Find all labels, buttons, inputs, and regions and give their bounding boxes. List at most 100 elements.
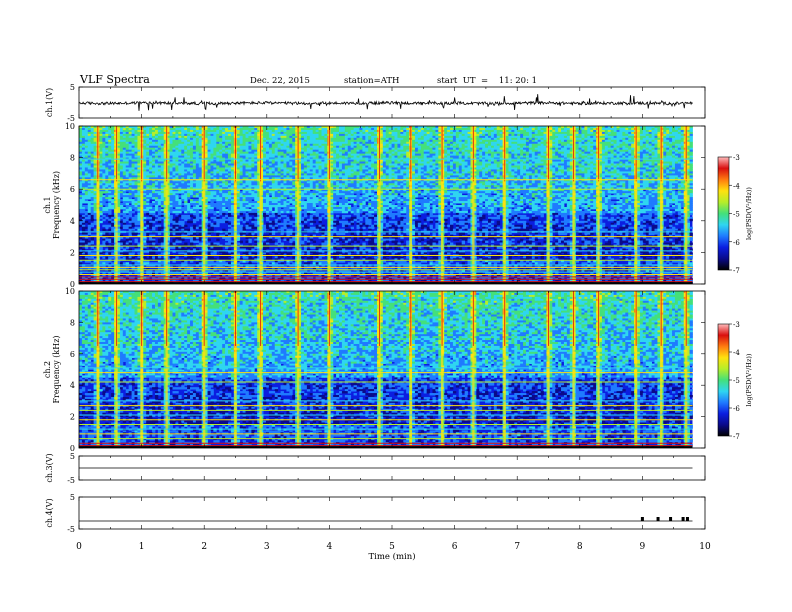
spectrogram-cell (90, 131, 95, 135)
spectrogram-cell (534, 133, 539, 137)
spectrogram-cell (172, 126, 176, 129)
spectrogram-cell (575, 137, 579, 141)
spectrogram-cell (543, 145, 547, 149)
spectrogram-cell (362, 135, 366, 139)
spectrogram-cell (222, 147, 226, 151)
spectrogram-cell (154, 127, 159, 131)
spectrogram-cell (537, 147, 541, 151)
spectrogram-cell (309, 145, 314, 149)
spectrogram-cell (561, 145, 565, 149)
spectrogram-cell (321, 131, 325, 135)
spectrogram-cell (93, 143, 97, 147)
spectrogram-cell (84, 137, 89, 141)
spectrogram-cell (686, 127, 690, 131)
spectrogram-cell (251, 145, 255, 149)
spectrogram-cell (657, 137, 661, 141)
spectrogram-cell (289, 141, 293, 145)
spectrogram-cell (172, 139, 176, 143)
spectrogram-cell (490, 126, 495, 129)
spectrogram-cell (353, 129, 357, 133)
spectrogram-cell (435, 129, 439, 133)
spectrogram-cell (79, 141, 83, 145)
spectrogram-cell (111, 143, 115, 147)
spectrogram-cell (394, 137, 398, 141)
spectrogram-cell (499, 135, 503, 139)
spectrogram-cell (368, 145, 372, 149)
spectrogram-cell (540, 129, 544, 133)
spectrogram-cell (485, 133, 489, 137)
spectrogram-cell (230, 147, 235, 151)
spectrogram-cell (575, 131, 579, 135)
spectrogram-cell (111, 127, 115, 131)
spectrogram-cell (350, 126, 354, 129)
spectrogram-cell (84, 126, 89, 129)
spectrogram-cell (227, 126, 232, 129)
spectrogram-cell (303, 127, 308, 131)
spectrogram-cell (99, 137, 103, 141)
spectrogram-cell (689, 133, 693, 137)
spectrogram-cell (137, 147, 141, 151)
spectrogram-cell (584, 135, 588, 139)
spectrogram-cell (677, 147, 682, 151)
spectrogram-cell (146, 137, 150, 141)
spectrogram-cell (423, 131, 428, 135)
spectrogram-cell (344, 137, 349, 141)
spectrogram-cell (537, 133, 541, 137)
spectrogram-cell (268, 149, 273, 153)
spectrogram-cell (561, 143, 565, 147)
spectrogram-cell (263, 129, 267, 133)
spectrogram-cell (578, 137, 582, 141)
spectrogram-cell (303, 141, 308, 145)
spectrogram-cell (339, 129, 343, 133)
spectrogram-cell (111, 131, 115, 135)
spectrogram-cell (639, 139, 644, 143)
spectrogram-cell (318, 139, 322, 143)
spectrogram-cell (496, 141, 501, 145)
spectrogram-cell (420, 131, 425, 135)
spectrogram-cell (312, 139, 317, 143)
spectrogram-cell (347, 139, 352, 143)
spectrogram-cell (403, 133, 407, 137)
spectrogram-cell (578, 139, 582, 143)
spectrogram-cell (312, 131, 317, 135)
spectrogram-cell (90, 147, 95, 151)
spectrogram-cell (119, 143, 124, 147)
spectrogram-cell (90, 126, 95, 129)
spectrogram-cell (166, 145, 170, 149)
spectrogram-cell (674, 126, 679, 129)
spectrogram-cell (333, 145, 337, 149)
spectrogram-cell (268, 127, 273, 131)
spectrogram-cell (374, 147, 378, 151)
spectrogram-cell (339, 145, 343, 149)
spectrogram-cell (426, 139, 430, 143)
spectrogram-cell (301, 133, 305, 137)
spectrogram-cell (587, 145, 591, 149)
spectrogram-cell (464, 126, 468, 129)
spectrogram-cell (242, 145, 246, 149)
spectrogram-cell (467, 131, 471, 135)
spectrogram-cell (143, 133, 147, 137)
spectrogram-cell (622, 137, 626, 141)
spectrogram-cell (505, 135, 509, 139)
spectrogram-cell (528, 131, 533, 135)
spectrogram-cell (356, 129, 360, 133)
spectrogram-cell (134, 127, 138, 131)
spectrogram-cell (417, 131, 422, 135)
spectrogram-cell (563, 126, 568, 129)
spectrogram-cell (219, 145, 223, 149)
spectrogram-cell (79, 139, 83, 143)
spectrogram-cell (458, 127, 463, 131)
spectrogram-cell (639, 135, 644, 139)
spectrogram-cell (254, 149, 258, 153)
spectrogram-cell (260, 129, 264, 133)
spectrogram-cell (499, 141, 503, 145)
spectrogram-cell (225, 135, 229, 139)
spectrogram-cell (581, 139, 585, 143)
spectrogram-cell (473, 129, 477, 133)
spectrogram-cell (452, 143, 457, 147)
spectrogram-cell (187, 135, 191, 139)
spectrogram-cell (689, 126, 693, 129)
spectrogram-cell (204, 131, 208, 135)
spectrogram-cell (347, 133, 352, 137)
spectrogram-cell (336, 147, 340, 151)
